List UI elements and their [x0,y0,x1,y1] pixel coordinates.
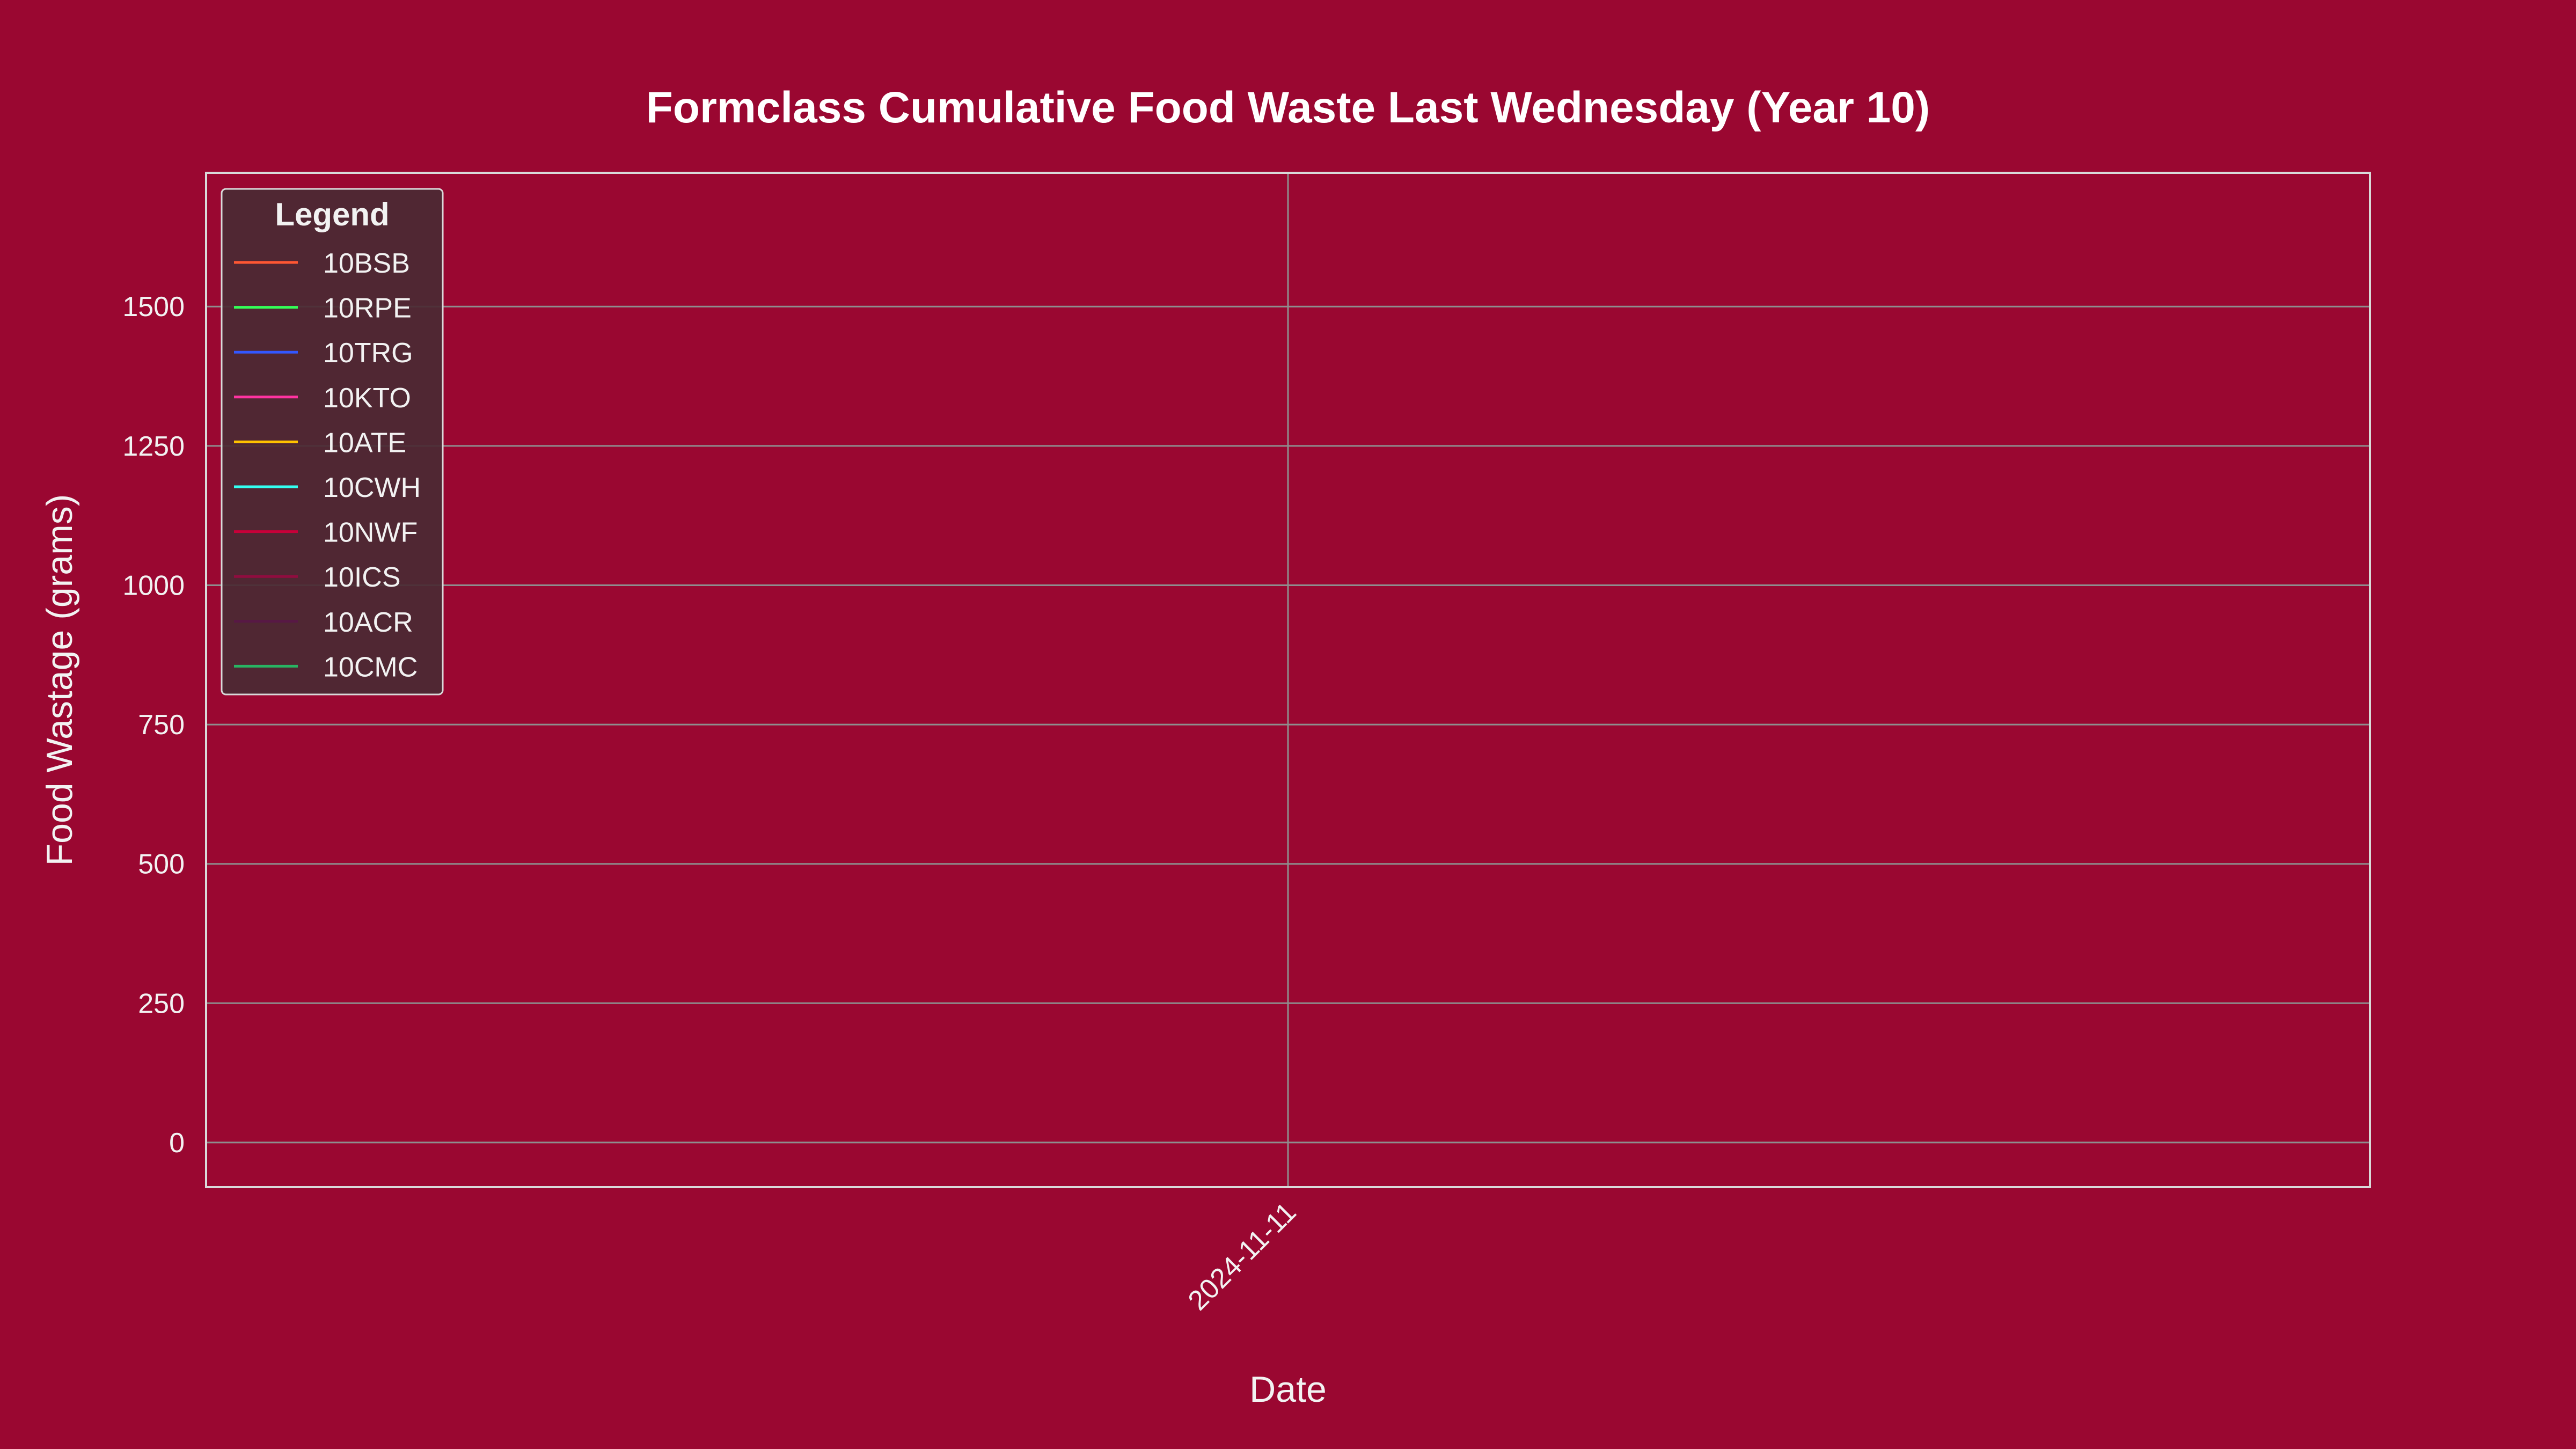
x-axis-label: Date [1249,1369,1327,1410]
legend-entries: 10BSB 10RPE 10TRG 10KTO 10ATE 10CWH 10NWF 10ICS… [234,248,421,683]
y-tick-label: 1250 [122,431,185,462]
y-tick-label: 250 [138,988,185,1019]
y-axis-ticks: 0 250 500 750 1000 1250 1500 [122,291,185,1159]
y-axis-label: Food Wastage (grams) [39,494,80,866]
legend-label: 10NWF [323,517,418,548]
y-tick-label: 500 [138,849,185,880]
legend-entry[interactable]: 10ACR [234,607,413,638]
chart-title: Formclass Cumulative Food Waste Last Wed… [646,83,1930,132]
y-tick-label: 1000 [122,570,185,601]
legend-label: 10CMC [323,652,418,683]
plot-frame [205,172,2371,1188]
legend-entry[interactable]: 10BSB [234,248,410,279]
legend-entry[interactable]: 10CWH [234,472,421,503]
legend-box [221,188,444,696]
legend-entry[interactable]: 10NWF [234,517,418,548]
legend-entry[interactable]: 10ATE [234,427,406,458]
legend[interactable]: Legend 10BSB 10RPE 10TRG 10KTO 10ATE 10CWH 10N… [221,188,444,696]
legend-label: 10ATE [323,427,406,458]
legend-entry[interactable]: 10ICS [234,562,401,593]
legend-label: 10ACR [323,607,413,638]
legend-label: 10BSB [323,248,410,279]
legend-label: 10KTO [323,383,411,414]
y-tick-label: 1500 [122,291,185,323]
legend-entry[interactable]: 10KTO [234,383,411,414]
legend-label: 10ICS [323,562,401,593]
legend-label: 10RPE [323,293,412,324]
legend-entry[interactable]: 10TRG [234,338,413,369]
y-tick-label: 0 [169,1128,185,1159]
legend-entry[interactable]: 10CMC [234,652,418,683]
legend-label: 10TRG [323,338,413,369]
legend-label: 10CWH [323,472,421,503]
legend-entry[interactable]: 10RPE [234,293,412,324]
legend-title: Legend [275,196,389,232]
grid [206,173,2370,1187]
y-tick-label: 750 [138,709,185,741]
